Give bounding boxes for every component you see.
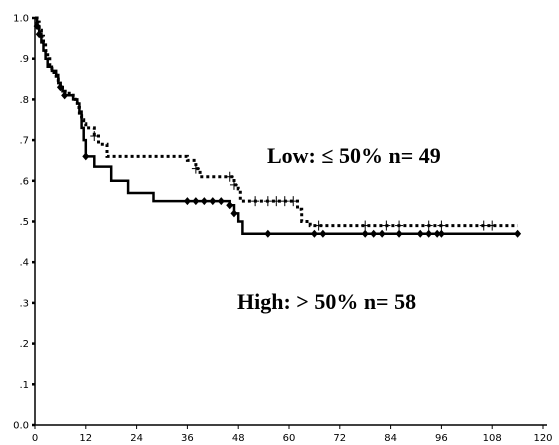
series-high-censor-17 [378, 229, 386, 238]
series-high-censor-0 [33, 22, 41, 31]
y-tick-label-5: .5 [19, 217, 29, 228]
y-tick-label-8: .8 [19, 95, 29, 106]
y-tick-label-0: 0.0 [13, 421, 29, 432]
series-high-censor-23 [514, 229, 522, 238]
series-high-censor-3 [61, 91, 69, 100]
x-tick-label-7: 84 [384, 433, 397, 444]
x-tick-label-5: 60 [283, 433, 296, 444]
series-low-censor-8 [289, 196, 298, 207]
series-low-censor-12 [395, 220, 404, 231]
series-high-censor-12 [264, 229, 272, 238]
series-low-censor-13 [424, 220, 433, 231]
y-tick-label-4: .4 [19, 258, 29, 269]
series-high-censor-9 [217, 197, 225, 206]
x-tick-label-0: 0 [32, 433, 38, 444]
series-high-censor-2 [56, 83, 64, 92]
axes: 0.0 .1 .2 .3 .4 .5 .6 .7 .8 .9 1.0 0 12 24 36 48 60 72 84… [13, 14, 552, 445]
series-high-censor-14 [319, 229, 327, 238]
y-tick-label-1: .1 [19, 380, 29, 391]
series-high-censor-6 [192, 197, 200, 206]
x-tick-label-10: 120 [533, 433, 552, 444]
y-tick-label-7: .7 [19, 136, 29, 147]
series-high-censor-18 [395, 229, 403, 238]
series-low-censor-0 [90, 131, 99, 142]
x-tick-label-6: 72 [333, 433, 346, 444]
y-tick-label-10: 1.0 [13, 14, 29, 25]
series-high-censor-15 [361, 229, 369, 238]
series-low-censor-7 [280, 196, 289, 207]
y-tick-label-3: .3 [19, 298, 29, 309]
x-ticks: 0 12 24 36 48 60 72 84 96 108 120 [32, 425, 553, 444]
marker-layer [33, 22, 522, 238]
series-layer [35, 16, 518, 235]
series-high-censor-21 [433, 229, 441, 238]
x-tick-label-2: 24 [130, 433, 143, 444]
series-low-censor-11 [382, 220, 391, 231]
series-low-censor-1 [191, 163, 200, 174]
series-low-censor-14 [437, 220, 446, 231]
series-low-curve [35, 16, 518, 228]
series-low-censor-16 [488, 220, 497, 231]
series-low-censor-2 [225, 171, 234, 182]
annotation-high: High: > 50% n= 58 [237, 289, 416, 314]
x-tick-label-9: 108 [483, 433, 502, 444]
series-low-censor-3 [229, 179, 238, 190]
series-low-censor-6 [272, 196, 281, 207]
y-ticks: 0.0 .1 .2 .3 .4 .5 .6 .7 .8 .9 1.0 [13, 14, 35, 432]
series-high-censor-11 [230, 209, 238, 218]
x-tick-label-8: 96 [435, 433, 448, 444]
series-high-censor-22 [437, 229, 445, 238]
series-high-censor-5 [183, 197, 191, 206]
x-tick-label-3: 36 [181, 433, 194, 444]
series-low-censor-5 [263, 196, 272, 207]
x-tick-label-1: 12 [79, 433, 92, 444]
series-high-censor-4 [82, 152, 90, 161]
series-high-curve [35, 16, 518, 235]
series-low-censor-15 [479, 220, 488, 231]
series-high-censor-13 [310, 229, 318, 238]
series-high-censor-10 [226, 201, 234, 210]
series-high-censor-1 [35, 30, 43, 39]
y-tick-label-2: .2 [19, 339, 29, 350]
series-low-censor-10 [361, 220, 370, 231]
annotation-low: Low: ≤ 50% n= 49 [267, 143, 441, 168]
series-high-censor-20 [425, 229, 433, 238]
series-high-censor-8 [209, 197, 217, 206]
y-tick-label-9: .9 [19, 54, 29, 65]
x-tick-label-4: 48 [232, 433, 245, 444]
series-high-censor-7 [200, 197, 208, 206]
series-low-censor-4 [251, 196, 260, 207]
series-high-censor-19 [416, 229, 424, 238]
series-low-censor-9 [314, 220, 323, 231]
y-tick-label-6: .6 [19, 176, 29, 187]
series-high-censor-16 [370, 229, 378, 238]
